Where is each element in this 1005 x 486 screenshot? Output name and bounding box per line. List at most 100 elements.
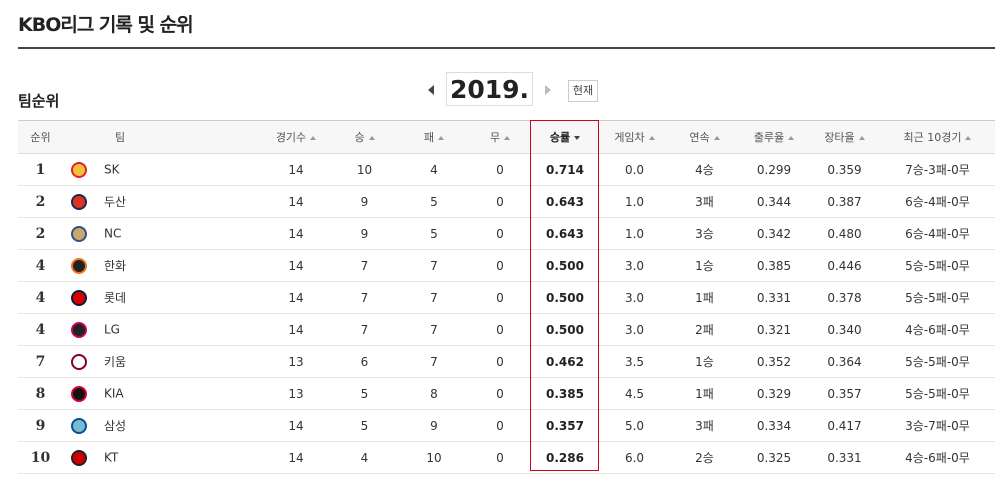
- table-cell: 6승-4패-0무: [880, 217, 995, 250]
- table-cell: 14: [262, 217, 330, 250]
- team-logo: [71, 354, 87, 371]
- table-cell: LG: [63, 313, 262, 346]
- table-cell: 5: [399, 217, 469, 250]
- table-cell: 14: [262, 409, 330, 442]
- table-cell: 5승-5패-0무: [880, 249, 995, 282]
- table-cell: 0.331: [739, 281, 809, 314]
- column-header: 팀: [63, 120, 262, 154]
- team-logo: [71, 290, 87, 307]
- table-cell: 7: [330, 281, 399, 314]
- table-cell: KT: [63, 441, 262, 474]
- table-cell: 8: [18, 377, 63, 410]
- team-name: 키움: [104, 354, 127, 369]
- table-cell: 키움: [63, 345, 262, 378]
- sort-arrow[interactable]: [788, 136, 795, 140]
- column-header[interactable]: 승: [330, 120, 399, 154]
- table-row: 7 키움 13 6 7 0 0.462 3.5 1승 0.352 0.364 5승-5패-0무: [18, 345, 995, 378]
- column-header[interactable]: 경기수: [262, 120, 330, 154]
- sort-arrow[interactable]: [504, 136, 511, 140]
- table-cell: 4: [18, 281, 63, 314]
- table-cell: 0: [469, 441, 531, 474]
- team-name: KT: [104, 450, 119, 464]
- table-cell: 7: [399, 313, 469, 346]
- team-logo: [71, 321, 87, 338]
- column-header[interactable]: 연속: [670, 120, 739, 154]
- table-cell: 0: [469, 185, 531, 218]
- table-cell: 0.378: [809, 281, 880, 314]
- column-header[interactable]: 패: [399, 120, 469, 154]
- column-header[interactable]: 장타율: [809, 120, 880, 154]
- current-button[interactable]: 현재: [568, 80, 598, 102]
- table-cell: 0: [469, 153, 531, 186]
- table-cell: 0: [469, 249, 531, 282]
- table-cell: 7: [330, 249, 399, 282]
- column-header[interactable]: 최근 10경기: [880, 120, 995, 154]
- table-row: 2 NC 14 9 5 0 0.643 1.0 3승 0.342 0.480 6승-4패-0무: [18, 217, 995, 250]
- team-name: KIA: [104, 386, 124, 400]
- table-cell: 5: [399, 185, 469, 218]
- table-cell: 3.0: [599, 313, 670, 346]
- table-cell: 0: [469, 281, 531, 314]
- table-cell: 5승-5패-0무: [880, 377, 995, 410]
- next-year-arrow[interactable]: [545, 85, 551, 95]
- sort-arrow[interactable]: [574, 136, 581, 140]
- column-header[interactable]: 출루율: [739, 120, 809, 154]
- column-header[interactable]: 무: [469, 120, 531, 154]
- table-cell: 0.299: [739, 153, 809, 186]
- header-label: 출루율: [753, 131, 785, 144]
- table-cell: 7: [18, 345, 63, 378]
- table-cell: 0.643: [531, 185, 599, 218]
- table-cell: 4.5: [599, 377, 670, 410]
- table-row: 9 삼성 14 5 9 0 0.357 5.0 3패 0.334 0.417 3승-7패-0무: [18, 409, 995, 442]
- table-cell: 9: [18, 409, 63, 442]
- team-logo: [71, 258, 87, 275]
- sort-arrow[interactable]: [310, 136, 317, 140]
- team-logo: [71, 418, 87, 435]
- standings-table: 순위 팀 경기수 승 패 무 승률 게임차 연속 출루율 장타율 최근 10경기 1 SK 14 10 4 0 0…: [18, 120, 995, 474]
- table-cell: 14: [262, 249, 330, 282]
- sort-arrow[interactable]: [368, 136, 375, 140]
- team-name: LG: [104, 322, 120, 336]
- header-label: 게임차: [614, 131, 645, 144]
- team-logo: [71, 449, 87, 466]
- table-cell: 0.359: [809, 153, 880, 186]
- table-cell: 3승-7패-0무: [880, 409, 995, 442]
- team-name: NC: [104, 226, 122, 240]
- table-row: 4 롯데 14 7 7 0 0.500 3.0 1패 0.331 0.378 5승-5패-0무: [18, 281, 995, 314]
- table-cell: 6승-4패-0무: [880, 185, 995, 218]
- table-cell: NC: [63, 217, 262, 250]
- title-rule: [18, 47, 995, 49]
- table-row: 4 LG 14 7 7 0 0.500 3.0 2패 0.321 0.340 4승-6패-0무: [18, 313, 995, 346]
- sort-arrow[interactable]: [648, 136, 655, 140]
- sort-arrow[interactable]: [713, 136, 720, 140]
- sort-arrow[interactable]: [858, 136, 865, 140]
- table-cell: 3.0: [599, 249, 670, 282]
- table-cell: 0.387: [809, 185, 880, 218]
- header-label: 연속: [689, 131, 710, 144]
- header-label: 승률: [549, 131, 571, 144]
- table-cell: 두산: [63, 185, 262, 218]
- table-cell: 4승-6패-0무: [880, 313, 995, 346]
- table-cell: SK: [63, 153, 262, 186]
- table-cell: 3.0: [599, 281, 670, 314]
- team-name: 두산: [104, 194, 127, 209]
- table-cell: 0.446: [809, 249, 880, 282]
- table-cell: 5.0: [599, 409, 670, 442]
- table-cell: 1승: [670, 345, 739, 378]
- prev-year-arrow[interactable]: [428, 85, 434, 95]
- header-label: 장타율: [824, 131, 855, 144]
- table-cell: 0.500: [531, 281, 599, 314]
- table-cell: 0.357: [809, 377, 880, 410]
- sort-arrow[interactable]: [965, 136, 972, 140]
- column-header[interactable]: 승률: [531, 120, 599, 154]
- table-cell: 1.0: [599, 185, 670, 218]
- table-cell: 0.342: [739, 217, 809, 250]
- table-cell: 7: [399, 249, 469, 282]
- sort-arrow[interactable]: [438, 136, 445, 140]
- column-header[interactable]: 게임차: [599, 120, 670, 154]
- page-title: KBO리그 기록 및 순위: [18, 14, 194, 36]
- header-label: 무: [489, 131, 501, 144]
- table-cell: 4: [18, 249, 63, 282]
- table-cell: 0.462: [531, 345, 599, 378]
- header-label: 승: [354, 131, 365, 144]
